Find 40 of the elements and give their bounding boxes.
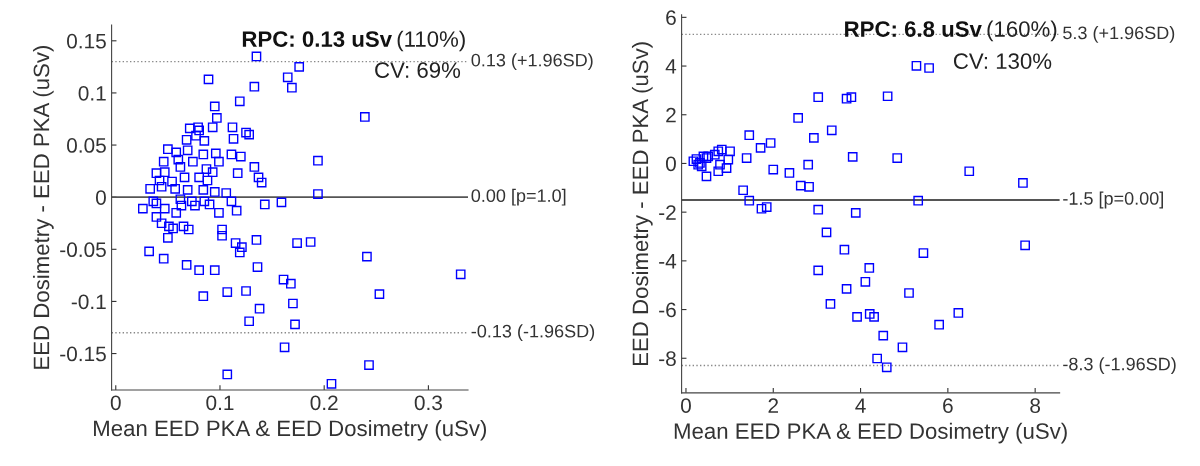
y-tick-label: 6	[666, 10, 676, 26]
y-tick-label: 0.15	[67, 33, 106, 49]
x-axis-title: Mean EED PKA & EED Dosimetry (uSv)	[674, 422, 1067, 444]
y-tick-label: -6	[659, 302, 676, 318]
annotation: (160%)	[987, 20, 1057, 42]
y-axis-title: EED Dosimetry - EED PKA (uSv)	[631, 42, 653, 366]
y-tick-label: -0.15	[60, 346, 106, 362]
x-tick-label: 0.1	[206, 395, 234, 411]
y-axis-title: EED Dosimetry - EED PKA (uSv)	[32, 45, 54, 369]
x-tick-label: 8	[1030, 398, 1041, 413]
ref-line-label: 0.13 (+1.96SD)	[471, 53, 593, 71]
ref-line-label: 5.3 (+1.96SD)	[1063, 25, 1175, 43]
ref-line-label: 0.00 [p=1.0]	[471, 188, 566, 206]
ref-line-label: -0.13 (-1.96SD)	[471, 324, 595, 342]
annotation: CV: 130%	[953, 53, 1052, 70]
y-tick-label: -4	[659, 254, 677, 269]
annotation: (110%)	[397, 30, 465, 52]
x-tick-label: 0.2	[310, 395, 338, 411]
annotation: RPC: 0.13 uSv	[242, 31, 392, 47]
x-tick-label: 4	[855, 398, 866, 413]
y-tick-label: -0.1	[71, 294, 106, 310]
x-axis-title: Mean EED PKA & EED Dosimetry (uSv)	[94, 419, 487, 441]
x-tick-label: 0	[110, 395, 121, 411]
y-tick-label: -0.05	[60, 242, 106, 258]
x-tick-label: 0	[680, 398, 691, 413]
x-tick-label: 2	[768, 398, 779, 413]
annotation: CV: 69%	[375, 62, 461, 78]
y-tick-label: 4	[665, 59, 677, 74]
y-tick-label: -8	[659, 351, 676, 367]
ref-line-label: -8.3 (-1.96SD)	[1063, 357, 1176, 374]
y-tick-label: -2	[659, 205, 676, 220]
x-tick-label: 6	[943, 398, 953, 413]
x-tick-label: 0.3	[414, 395, 442, 411]
y-tick-label: 0	[95, 190, 106, 205]
y-tick-label: 2	[666, 107, 676, 123]
y-tick-label: 0	[665, 156, 676, 172]
annotation: RPC: 6.8 uSv	[845, 21, 982, 37]
ref-line-label: -1.5 [p=0.00]	[1063, 191, 1163, 209]
y-tick-label: 0.05	[67, 138, 106, 153]
y-tick-label: 0.1	[78, 85, 106, 101]
